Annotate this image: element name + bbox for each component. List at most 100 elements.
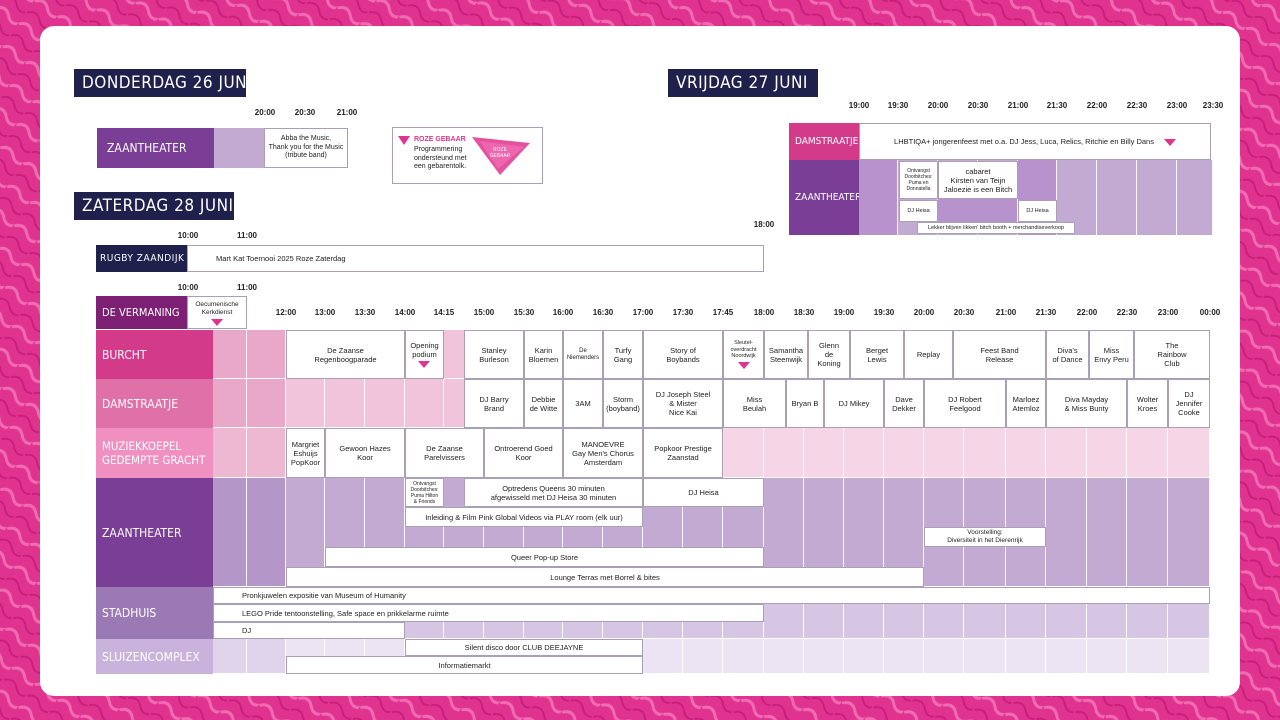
time-tick: 10:00 (177, 283, 199, 292)
event-oecumenische-kerkdienst[interactable]: Oecumenische Kerkdienst (187, 296, 247, 329)
event-mart-kat-toernooi[interactable]: Mart Kat Toernooi 2025 Roze Zaterdag (187, 245, 764, 272)
grid-cell (804, 428, 844, 478)
event-lhbtiqa-jongerenfeest[interactable]: LHBTIQA+ jongerenfeest met o.a. DJ Jess,… (859, 123, 1211, 160)
event-dj-barry-brand[interactable]: DJ Barry Brand (464, 379, 524, 428)
event-manoevre[interactable]: MANOEVRE Gay Men's Chorus Amsterdam (563, 428, 643, 478)
time-tick: 21:00 (336, 108, 358, 117)
grid-cell (1006, 639, 1046, 674)
event-berget-lewis[interactable]: Berget Lewis (850, 330, 904, 379)
grid-cell (213, 379, 247, 428)
event-lounge-terras[interactable]: Lounge Terras met Borrel & bites (286, 567, 924, 587)
event-ontroerend-goed-koor[interactable]: Ontroerend Goed Koor (484, 428, 563, 478)
event-dj-stadhuis[interactable]: DJ (213, 622, 405, 639)
event-queer-popup-store[interactable]: Queer Pop-up Store (325, 547, 764, 567)
grid-cell (723, 428, 764, 478)
event-the-rainbow-club[interactable]: The Rainbow Club (1134, 330, 1210, 379)
grid-cell (723, 639, 764, 674)
event-dj-jennifer-cooke[interactable]: DJ Jennifer Cooke (1168, 379, 1210, 428)
event-storm-boyband[interactable]: Storm (boyband) (603, 379, 643, 428)
event-divas-of-dance[interactable]: Diva's of Dance (1046, 330, 1089, 379)
time-tick: 23:00 (1166, 101, 1188, 110)
event-lego-pride[interactable]: LEGO Pride tentoonstelling, Safe space e… (213, 604, 764, 622)
grid-cell (1046, 478, 1087, 587)
event-dj-joseph-steel[interactable]: DJ Joseph Steel & Mister Nice Kai (643, 379, 723, 428)
grid-cell (764, 428, 804, 478)
event-gewoon-hazes-koor[interactable]: Gewoon Hazes Koor (325, 428, 405, 478)
grid-cell (683, 639, 723, 674)
event-dj-robert-feelgood[interactable]: DJ Robert Feelgood (924, 379, 1006, 428)
event-de-niemenders[interactable]: De Niemenders (563, 330, 603, 379)
event-ontvangst-puma-hilton[interactable]: Ontvangst Doorbitches: Puma Hilton & Fri… (405, 478, 444, 507)
event-dj-heisa-1[interactable]: DJ Heisa (899, 200, 938, 222)
event-informatiemarkt[interactable]: Informatiemarkt (286, 656, 643, 674)
event-karin-bloemen[interactable]: Karin Bloemen (524, 330, 563, 379)
event-3am[interactable]: 3AM (563, 379, 603, 428)
event-pronkjuwelen-expositie[interactable]: Pronkjuwelen expositie van Museum of Hum… (213, 587, 1210, 604)
event-bryan-b[interactable]: Bryan B (786, 379, 824, 428)
event-turfy-gang[interactable]: Turfy Gang (603, 330, 643, 379)
roze-gebaar-icon (418, 361, 431, 368)
grid-cell (247, 330, 286, 379)
grid-cell (286, 379, 325, 428)
time-tick: 21:30 (1035, 308, 1057, 317)
venue-label-zaantheater-fri: ZAANTHEATER (789, 160, 861, 235)
event-glenn-de-koning[interactable]: Glenn de Koning (808, 330, 850, 379)
roze-gebaar-icon (210, 319, 223, 326)
grid-cell (844, 428, 884, 478)
event-replay[interactable]: Replay (904, 330, 953, 379)
time-tick: 18:00 (753, 220, 775, 229)
event-sleuteloverdracht[interactable]: Sleutel- overdracht Noordwijk (723, 330, 764, 379)
legend-text: Programmering ondersteund met een gebare… (414, 146, 467, 170)
time-tick: 16:00 (552, 308, 574, 317)
event-miss-envy-peru[interactable]: Miss Envy Peru (1089, 330, 1134, 379)
day-banner-thursday: DONDERDAG 26 JUNI (74, 69, 252, 97)
grid-cell (1168, 428, 1210, 478)
grid-cell (213, 428, 247, 478)
event-inleiding-pink-global[interactable]: Inleiding & Film Pink Global Videos via … (405, 507, 643, 527)
grid-cell (938, 199, 1018, 222)
event-samantha-steenwijk[interactable]: Samantha Steenwijk (764, 330, 808, 379)
event-ontvangst-doorbitches[interactable]: Ontvangst Doorbitches: Puma en Donnatell… (899, 161, 938, 199)
event-margriet-eshuijs[interactable]: Margriet Eshuijs PopKoor (286, 428, 325, 478)
time-tick: 14:15 (433, 308, 455, 317)
time-tick: 20:00 (913, 308, 935, 317)
time-tick: 20:30 (294, 108, 316, 117)
event-marloez-atemloz[interactable]: Marloez Atemloz (1006, 379, 1046, 428)
event-opening-podium[interactable]: Opening podium (405, 330, 444, 379)
event-sleuteloverdracht-content: Sleutel- overdracht Noordwijk (731, 340, 757, 369)
event-miss-beulah[interactable]: Miss Beulah (723, 379, 786, 428)
event-voorstelling-diversiteit[interactable]: Voorstelling: Diversiteit in het Dierenr… (924, 527, 1046, 547)
grid-cell (804, 639, 844, 674)
event-diva-mayday[interactable]: Diva Mayday & Miss Bunty (1046, 379, 1127, 428)
event-zaanse-parelvissers[interactable]: De Zaanse Parelvissers (405, 428, 484, 478)
event-dj-mikey[interactable]: DJ Mikey (824, 379, 884, 428)
event-debbie-de-witte[interactable]: Debbie de Witte (524, 379, 563, 428)
roze-gebaar-icon (398, 136, 410, 145)
roze-gebaar-icon (737, 361, 750, 369)
event-zaanse-regenboogparade[interactable]: De Zaanse Regenboogparade (286, 330, 405, 379)
grid-cell (1087, 478, 1127, 587)
time-tick: 11:00 (236, 231, 258, 240)
event-bitch-booth[interactable]: Lekker blijven likken' bitch booth + mer… (917, 222, 1075, 234)
grid-cell (844, 639, 884, 674)
event-opening-podium-text: Opening podium (410, 341, 439, 359)
event-stanley-burleson[interactable]: Stanley Burleson (464, 330, 524, 379)
event-wolter-kroes[interactable]: Wolter Kroes (1127, 379, 1168, 428)
event-story-of-boybands[interactable]: Story of Boybands (643, 330, 723, 379)
grid-cell (1168, 478, 1210, 587)
grid-cell (924, 428, 964, 478)
event-abba[interactable]: Abba the Music, Thank you for the Music … (264, 128, 348, 168)
event-silent-disco[interactable]: Silent disco door CLUB DEEJAYNE (405, 639, 643, 656)
time-tick: 22:30 (1116, 308, 1138, 317)
event-cabaret-kirsten[interactable]: cabaret Kirsten van Teijn Jaloezie is ee… (938, 161, 1018, 199)
event-feest-band-release[interactable]: Feest Band Release (953, 330, 1046, 379)
event-dave-dekker[interactable]: Dave Dekker (884, 379, 924, 428)
event-dj-heisa-2[interactable]: DJ Heisa (1018, 200, 1057, 222)
event-dj-heisa[interactable]: DJ Heisa (643, 478, 764, 507)
time-tick: 15:30 (513, 308, 535, 317)
event-opening-podium-content: Opening podium (410, 341, 439, 368)
time-tick: 22:00 (1086, 101, 1108, 110)
event-popkoor-prestige[interactable]: Popkoor Prestige Zaanstad (643, 428, 723, 478)
event-optredens-queens[interactable]: Optredens Queens 30 minuten afgewisseld … (464, 478, 643, 507)
